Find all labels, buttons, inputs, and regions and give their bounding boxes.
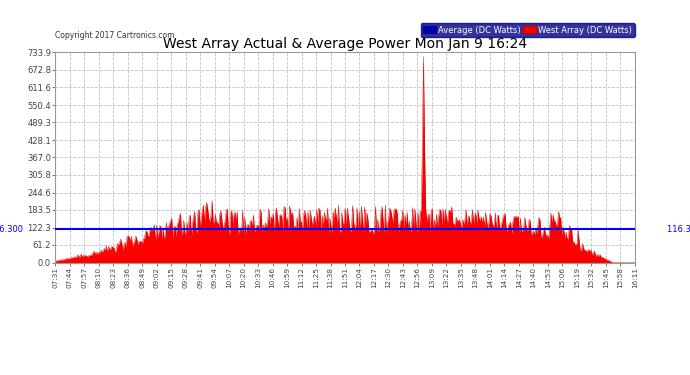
Text: Copyright 2017 Cartronics.com: Copyright 2017 Cartronics.com — [55, 31, 175, 40]
Title: West Array Actual & Average Power Mon Jan 9 16:24: West Array Actual & Average Power Mon Ja… — [163, 38, 527, 51]
Legend: Average (DC Watts), West Array (DC Watts): Average (DC Watts), West Array (DC Watts… — [421, 23, 635, 37]
Text: ← 116.300: ← 116.300 — [0, 225, 23, 234]
Text: 116.300 →: 116.300 → — [667, 225, 690, 234]
